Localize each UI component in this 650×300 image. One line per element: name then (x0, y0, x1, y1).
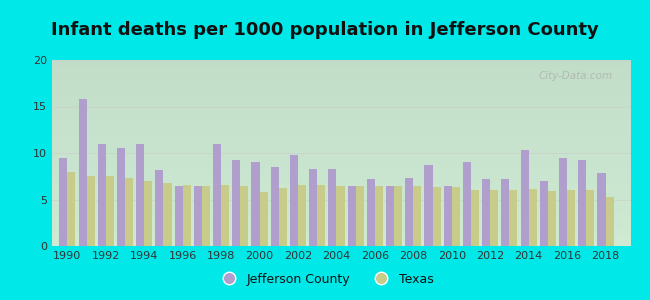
Bar (444, 185, 452, 246)
Bar (356, 185, 364, 246)
Bar (394, 185, 402, 246)
Bar (240, 185, 248, 246)
Bar (490, 190, 499, 246)
Legend: Jefferson County, Texas: Jefferson County, Texas (211, 268, 439, 291)
Bar (98, 144, 106, 246)
Bar (375, 187, 383, 246)
Bar (183, 184, 190, 246)
Bar (194, 185, 202, 246)
Bar (290, 155, 298, 246)
Bar (386, 185, 394, 246)
Bar (136, 144, 144, 246)
Bar (298, 184, 306, 246)
Bar (597, 172, 606, 246)
Bar (317, 184, 325, 246)
Bar (252, 162, 259, 246)
Bar (367, 179, 375, 246)
Bar (202, 185, 210, 246)
Text: City-Data.com: City-Data.com (539, 71, 613, 81)
Bar (413, 185, 421, 246)
Bar (175, 185, 183, 246)
Bar (548, 191, 556, 246)
Bar (521, 150, 528, 246)
Bar (432, 188, 441, 246)
Bar (578, 160, 586, 246)
Bar (452, 188, 460, 246)
Bar (79, 99, 86, 246)
Text: Infant deaths per 1000 population in Jefferson County: Infant deaths per 1000 population in Jef… (51, 21, 599, 39)
Bar (482, 179, 490, 246)
Bar (528, 189, 537, 246)
Bar (232, 160, 240, 246)
Bar (463, 162, 471, 246)
Bar (68, 172, 75, 246)
Bar (125, 178, 133, 246)
Bar (259, 192, 268, 246)
Bar (155, 170, 163, 246)
Bar (559, 158, 567, 246)
Bar (86, 176, 95, 246)
Bar (163, 183, 172, 246)
Bar (348, 185, 356, 246)
Bar (567, 190, 575, 246)
Bar (144, 181, 152, 246)
Bar (59, 158, 68, 246)
Bar (424, 165, 432, 246)
Bar (471, 190, 479, 246)
Bar (309, 169, 317, 246)
Bar (337, 185, 344, 246)
Bar (213, 144, 221, 246)
Bar (279, 188, 287, 246)
Bar (606, 197, 614, 246)
Bar (586, 190, 594, 246)
Bar (117, 148, 125, 246)
Bar (510, 190, 517, 246)
Bar (540, 181, 548, 246)
Bar (501, 179, 510, 246)
Bar (270, 167, 279, 246)
Bar (221, 184, 229, 246)
Bar (405, 178, 413, 246)
Bar (328, 169, 337, 246)
Bar (106, 176, 114, 246)
